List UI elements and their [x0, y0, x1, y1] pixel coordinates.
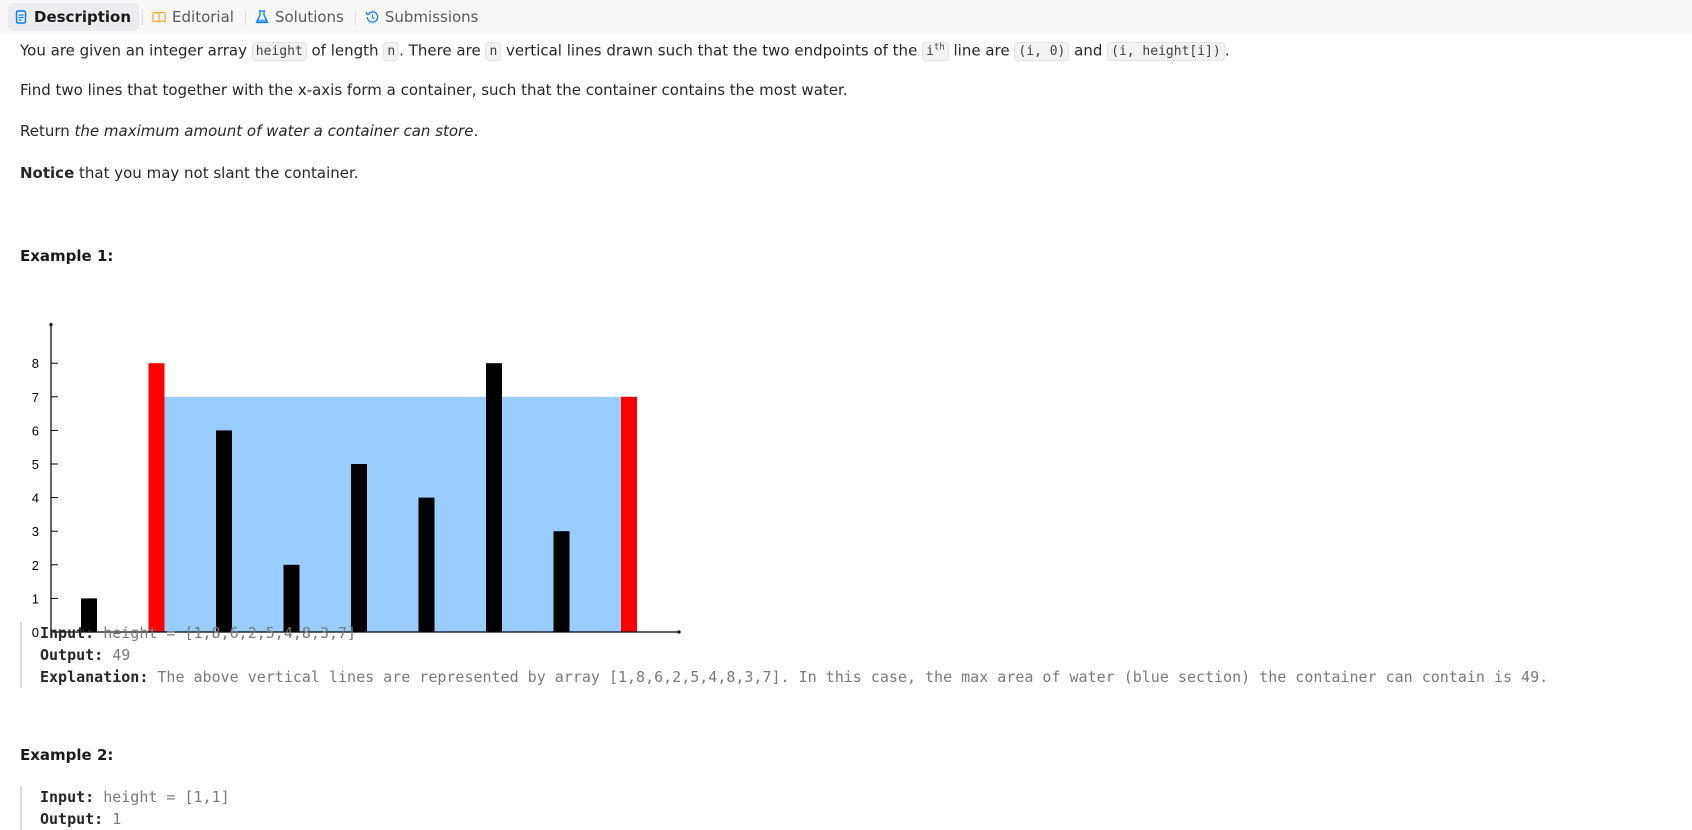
problem-notice: Notice that you may not slant the contai…: [20, 162, 359, 184]
inline-code: (i, height[i]): [1107, 42, 1225, 62]
height-bar: [81, 598, 97, 632]
output-value: 49: [112, 646, 131, 664]
height-bar: [216, 430, 232, 632]
text: You are given an integer array: [20, 41, 252, 60]
y-tick-label: 0: [32, 625, 39, 640]
y-axis-arrow: [49, 323, 53, 327]
y-tick-label: 4: [32, 491, 39, 506]
superscript: th: [933, 43, 945, 53]
y-tick-label: 3: [32, 524, 39, 539]
output-value: 1: [112, 810, 122, 828]
height-bar: [283, 564, 300, 632]
height-bar: [553, 531, 570, 632]
output-label: Output:: [40, 646, 104, 664]
tab-separator: [354, 9, 356, 25]
tab-label: Solutions: [274, 8, 344, 26]
y-tick-label: 7: [32, 390, 39, 405]
text: .: [473, 122, 479, 140]
output-label: Output:: [40, 810, 104, 828]
height-bar: [418, 497, 435, 632]
example-1-io: Input: height = [1,8,6,2,5,4,8,3,7] Outp…: [20, 622, 1548, 688]
container-water-chart: 0 1 2 3 4 5 6 7 8: [32, 323, 681, 640]
problem-paragraph-2: Find two lines that together with the x-…: [20, 81, 848, 99]
input-value: height = [1,8,6,2,5,4,8,3,7]: [103, 624, 357, 642]
explanation-value: The above vertical lines are represented…: [157, 668, 1549, 686]
tab-label: Editorial: [172, 8, 234, 26]
tab-separator: [244, 9, 246, 25]
y-tick-label: 6: [32, 423, 39, 438]
example-2-io: Input: height = [1,1] Output: 1: [20, 786, 230, 830]
example-1-title: Example 1:: [20, 247, 114, 265]
tab-submissions[interactable]: Submissions: [359, 3, 487, 31]
y-tick-label: 5: [32, 457, 39, 472]
text: and: [1069, 41, 1108, 60]
tab-description[interactable]: Description: [8, 3, 140, 31]
y-tick-label: 2: [32, 558, 39, 573]
container-wall-bar: [621, 396, 637, 632]
x-axis-arrow: [677, 630, 681, 634]
strong-text: Notice: [20, 164, 75, 182]
tab-solutions[interactable]: Solutions: [249, 3, 352, 31]
y-tick-label: 8: [32, 356, 39, 371]
inline-code: n: [383, 42, 400, 62]
input-label: Input:: [40, 624, 95, 642]
flask-icon: [255, 10, 269, 24]
emphasis: the maximum amount of water a container …: [74, 122, 474, 140]
book-icon: [152, 10, 166, 24]
text: Return: [20, 122, 75, 140]
height-bar: [351, 464, 367, 632]
input-value: height = [1,1]: [103, 788, 230, 806]
inline-code: n: [485, 42, 502, 62]
text: line are: [948, 41, 1015, 60]
text: vertical lines drawn such that the two e…: [501, 41, 923, 60]
tab-separator: [142, 9, 144, 25]
explanation-label: Explanation:: [40, 668, 149, 686]
tab-label: Submissions: [384, 8, 479, 26]
text: of length: [306, 41, 384, 60]
inline-code: ith: [922, 42, 949, 62]
text: that you may not slant the container.: [74, 164, 359, 182]
height-bar: [486, 363, 502, 632]
text: .: [1224, 41, 1230, 60]
inline-code: height: [251, 42, 307, 62]
container-wall-bar: [148, 363, 165, 632]
text: . There are: [399, 41, 486, 60]
tab-editorial[interactable]: Editorial: [146, 3, 242, 31]
inline-code: (i, 0): [1014, 42, 1070, 62]
problem-statement: You are given an integer array height of…: [20, 37, 1229, 63]
tab-label: Description: [34, 8, 132, 26]
tab-bar: Description Editorial Solutions Submissi…: [0, 0, 1692, 34]
example-2-title: Example 2:: [20, 746, 114, 764]
problem-paragraph-3: Return the maximum amount of water a con…: [20, 120, 478, 142]
code-text: i: [926, 44, 934, 60]
y-tick-label: 1: [32, 591, 39, 606]
input-label: Input:: [40, 788, 95, 806]
document-icon: [14, 10, 28, 24]
history-icon: [365, 10, 379, 24]
